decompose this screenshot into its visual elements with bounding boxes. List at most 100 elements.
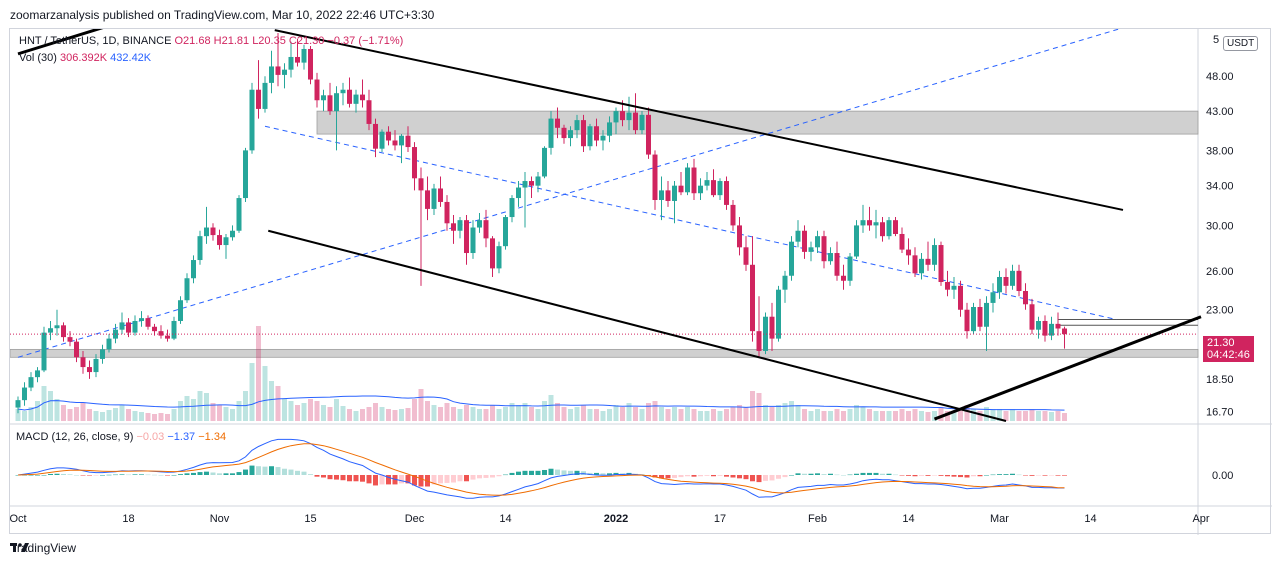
volume-bar xyxy=(28,407,34,421)
volume-bar xyxy=(165,414,170,421)
volume-bar xyxy=(776,405,781,421)
volume-bar xyxy=(1029,409,1035,421)
candle-body xyxy=(41,332,47,371)
candle-body xyxy=(782,275,788,290)
candle-body xyxy=(880,222,885,237)
candle-body xyxy=(984,302,989,327)
symbol-label[interactable]: HNT / TetherUS, 1D, BINANCE xyxy=(19,35,172,47)
macd-histogram-bar xyxy=(321,475,326,478)
candle-body xyxy=(327,95,333,112)
candle-body xyxy=(581,120,586,147)
candle-body xyxy=(789,241,794,276)
macd-histogram-bar xyxy=(756,475,762,483)
time-tick-label: Nov xyxy=(210,513,230,525)
macd-histogram-bar xyxy=(600,473,606,475)
candle-body xyxy=(776,289,781,339)
macd-histogram-bar xyxy=(802,473,807,475)
macd-histogram-bar xyxy=(470,475,476,480)
macd-histogram-bar xyxy=(607,473,612,475)
macd-histogram-bar xyxy=(574,470,580,475)
candle-body xyxy=(379,131,385,149)
macd-histogram-bar xyxy=(685,475,690,477)
candle-body xyxy=(542,147,547,177)
candle-body xyxy=(516,187,521,199)
candle-body xyxy=(808,247,814,252)
macd-histogram-bar xyxy=(67,474,73,475)
candle-body xyxy=(906,249,911,256)
volume-label[interactable]: Vol (30) xyxy=(19,52,57,64)
publisher-header: zoomarzanalysis published on TradingView… xyxy=(10,8,435,22)
candle-body xyxy=(197,236,203,261)
candle-body xyxy=(93,358,99,373)
candle-body xyxy=(672,185,677,201)
candle-body xyxy=(386,131,391,141)
currency-button[interactable]: USDT xyxy=(1223,36,1259,51)
macd-histogram-bar xyxy=(711,475,716,477)
macd-histogram-bar xyxy=(672,475,677,478)
candle-body xyxy=(152,326,157,332)
volume-bar xyxy=(204,393,209,421)
volume-ma-value: 432.42K xyxy=(110,52,152,64)
volume-bar xyxy=(301,403,307,421)
volume-bar xyxy=(1042,411,1048,421)
volume-bar xyxy=(971,409,976,421)
time-tick-label: 15 xyxy=(304,513,316,525)
macd-histogram-bar xyxy=(243,469,248,475)
candle-body xyxy=(425,190,430,209)
price-tick-label: 43.00 xyxy=(1206,106,1234,118)
volume-bar xyxy=(815,409,820,421)
macd-histogram-bar xyxy=(262,466,268,475)
macd-histogram-bar xyxy=(659,475,664,479)
candle-body xyxy=(126,322,131,333)
macd-histogram-bar xyxy=(256,466,261,475)
volume-bar xyxy=(470,407,476,421)
candle-body xyxy=(717,181,723,196)
volume-bar xyxy=(685,407,690,421)
macd-histogram-bar xyxy=(249,465,255,475)
candle-body xyxy=(204,227,209,237)
candle-body xyxy=(1029,304,1035,330)
chart-container[interactable]: 48.00 43.00 38.00 34.00 30.00 26.00 23.00 18.50… xyxy=(9,28,1272,535)
symbol-legend: HNT / TetherUS, 1D, BINANCE O21.68 H21.8… xyxy=(19,35,403,47)
candle-body xyxy=(334,93,339,112)
volume-bar xyxy=(223,407,229,421)
macd-histogram-bar xyxy=(1055,475,1061,476)
volume-bar xyxy=(217,405,222,421)
candle-body xyxy=(828,253,833,262)
candle-body xyxy=(236,198,242,231)
macd-histogram-bar xyxy=(906,475,911,476)
macd-histogram-bar xyxy=(834,474,840,476)
candle-body xyxy=(431,188,437,209)
price-chart-svg[interactable]: 48.00 43.00 38.00 34.00 30.00 26.00 23.00 18.50… xyxy=(10,29,1272,535)
volume-bar xyxy=(958,409,963,421)
macd-histogram-bar xyxy=(178,474,183,475)
volume-bar xyxy=(522,403,528,421)
volume-bar xyxy=(80,403,86,421)
volume-bar xyxy=(314,401,320,421)
macd-histogram-bar xyxy=(197,472,203,475)
macd-histogram-bar xyxy=(152,474,157,476)
volume-bar xyxy=(373,403,378,421)
macd-histogram-bar xyxy=(1042,475,1048,476)
volume-bar xyxy=(360,409,365,421)
macd-histogram-bar xyxy=(288,469,294,475)
macd-histogram-bar xyxy=(334,475,339,480)
macd-histogram-bar xyxy=(165,475,170,476)
macd-histogram-bar xyxy=(236,472,242,475)
candle-body xyxy=(886,220,892,237)
macd-histogram-bar xyxy=(145,474,151,476)
macd-histogram-bar xyxy=(691,475,697,477)
volume-bar xyxy=(477,409,482,421)
supply-demand-zone xyxy=(10,348,1199,358)
volume-bar xyxy=(405,408,411,421)
candle-body xyxy=(912,255,918,274)
macd-histogram-bar xyxy=(295,470,300,475)
macd-histogram-bar xyxy=(763,475,768,481)
volume-bar xyxy=(269,381,274,421)
volume-bar xyxy=(802,409,807,421)
candle-body xyxy=(347,89,352,104)
volume-bar xyxy=(340,406,346,421)
volume-bar xyxy=(535,409,541,421)
dashed-rising-trendline xyxy=(17,29,1121,358)
macd-label[interactable]: MACD (12, 26, close, 9) xyxy=(16,431,134,443)
